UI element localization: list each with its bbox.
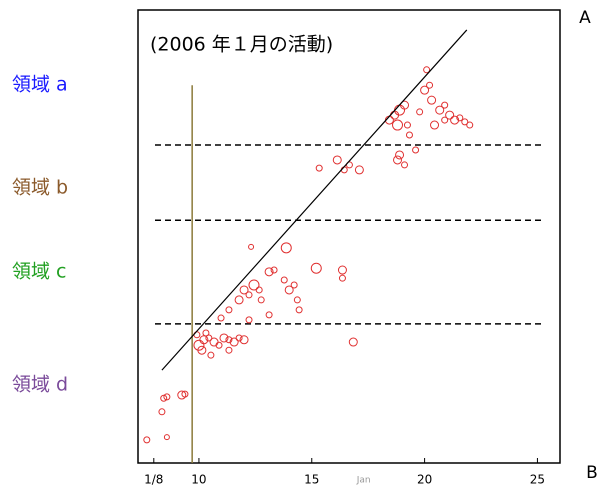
data-point [265,311,273,319]
data-point [280,276,288,284]
data-point [430,120,440,130]
data-point [416,108,424,116]
data-point [248,243,255,250]
data-point [160,394,168,402]
data-point [395,150,405,160]
data-point [435,105,445,115]
data-point [270,266,278,274]
data-point [441,101,449,109]
data-point [423,66,431,74]
data-point [426,81,434,89]
data-point [420,85,430,95]
data-point [293,296,301,304]
data-point [225,336,233,344]
data-point [441,116,449,124]
data-point [245,291,253,299]
data-point [181,390,189,398]
data-point [332,155,342,165]
data-point [225,346,233,354]
data-point [393,155,403,165]
data-point [215,341,223,349]
data-point [450,115,460,125]
data-point [461,118,469,126]
data-point [225,306,233,314]
data-point [354,165,364,175]
data-point [348,337,358,347]
data-point [310,262,322,274]
data-point [177,390,187,400]
data-point [219,333,229,343]
data-point [466,121,474,129]
data-point [235,334,243,342]
data-point [255,286,263,294]
data-point [245,316,253,324]
data-point [403,121,411,129]
data-point [163,434,170,441]
data-point [207,351,215,359]
axis-end-label: B [586,463,598,483]
data-point [234,295,244,305]
data-point [239,285,249,295]
x-tick-label: 10 [191,473,206,487]
x-tick-label: 20 [417,473,432,487]
data-point [456,114,464,122]
axis-end-label: A [579,8,591,28]
data-point [205,334,213,342]
data-point [158,408,166,416]
data-point [392,119,404,131]
x-tick-label: 1/8 [144,473,163,487]
data-point [264,267,274,277]
data-point [163,393,171,401]
data-point [239,335,249,345]
data-point [400,100,410,110]
data-point [394,104,406,116]
chart-title: (2006 年１月の活動) [150,34,333,56]
data-point [401,161,409,169]
data-point [248,279,260,291]
data-point [337,265,347,275]
data-point [315,164,323,172]
region-label: 領域 c [12,261,67,283]
data-point [209,337,219,347]
data-point [202,329,210,337]
data-point [427,95,437,105]
data-point [280,242,292,254]
x-tick-label: 15 [304,473,319,487]
data-point [143,436,151,444]
data-point [412,146,420,154]
data-point [197,345,207,355]
trend-line [161,29,468,371]
region-label: 領域 d [12,374,68,396]
data-point [445,110,455,120]
data-point [229,337,239,347]
region-label: 領域 a [12,74,68,96]
data-point [284,285,294,295]
data-point [193,339,205,351]
data-point [338,274,346,282]
data-point [217,314,225,322]
data-point [290,281,298,289]
x-tick-label: 25 [530,473,545,487]
data-point [405,131,413,139]
annotation: Jan [356,476,371,486]
data-point [295,306,303,314]
region-label: 領域 b [12,177,68,199]
data-point [257,296,265,304]
plot-frame [137,9,561,464]
